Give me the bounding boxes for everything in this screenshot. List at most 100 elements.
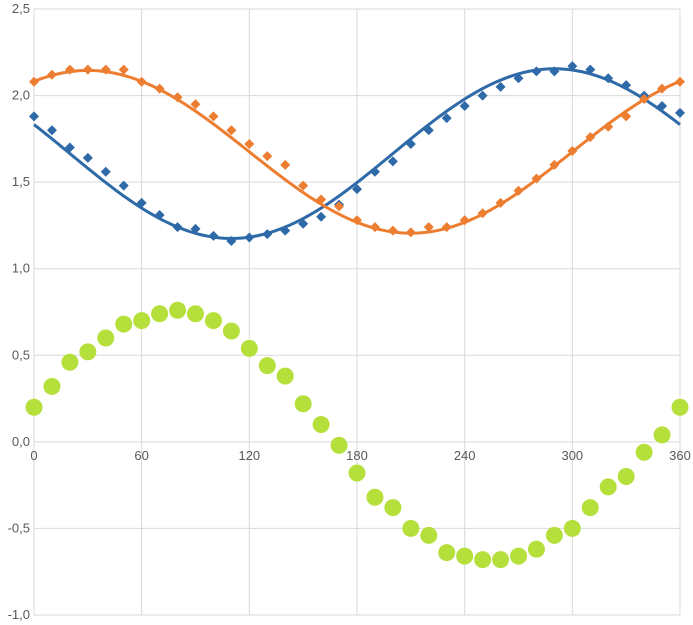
series-3-point [115, 315, 133, 333]
series-1-point [549, 66, 560, 77]
y-tick-label: -1,0 [8, 607, 30, 622]
series-1-point [136, 197, 147, 208]
y-tick-label: 2,0 [12, 88, 30, 103]
series-2-point [172, 92, 183, 103]
gridlines [33, 8, 681, 616]
x-tick-label: 240 [454, 448, 476, 463]
series-3-point [420, 526, 438, 544]
series-1-point [262, 229, 273, 240]
series-1-point [387, 156, 398, 167]
series-1-point [603, 73, 614, 84]
series-3-point [635, 443, 653, 461]
y-tick-label: 2,5 [12, 1, 30, 16]
series-3-point [151, 305, 169, 323]
series-2-point [621, 111, 632, 122]
series-2-point [118, 64, 129, 75]
series-2-point [441, 222, 452, 233]
series-1-point [477, 90, 488, 101]
series-3-point [204, 312, 222, 330]
series-3-point [527, 540, 545, 558]
series-2-point [64, 64, 75, 75]
series-2-point [603, 121, 614, 132]
series-2-point [298, 180, 309, 191]
y-tick-label: -0,5 [8, 520, 30, 535]
series-3-point [438, 544, 456, 562]
series-3-point [187, 305, 204, 323]
series-3-point [222, 322, 240, 340]
series-2-point [477, 208, 488, 219]
series-3-point [61, 353, 79, 371]
series-3-point [276, 367, 294, 385]
series-2-point [585, 132, 596, 143]
series-2-point [244, 139, 255, 150]
series-2-point [29, 76, 39, 87]
series-1-point [226, 236, 237, 247]
x-tick-label: 360 [669, 448, 691, 463]
series-1-point [118, 180, 129, 191]
series-1-point [459, 100, 470, 111]
series-1-point [46, 125, 57, 136]
series-3-point [456, 547, 474, 565]
series-1-point [298, 218, 309, 229]
x-tick-label: 0 [30, 448, 37, 463]
series-1-point [495, 81, 506, 92]
series-3-point [348, 464, 366, 482]
series-1-point [208, 230, 219, 241]
series-3-point [294, 395, 312, 413]
series-2-point [100, 64, 111, 75]
series-3-point [43, 377, 61, 395]
series-2-point [262, 151, 273, 162]
x-tick-label: 60 [134, 448, 148, 463]
series-3-point [133, 312, 151, 330]
series-1-point [675, 107, 685, 118]
series-2-point [208, 111, 219, 122]
series-1-point [567, 61, 578, 72]
series-2-point [549, 159, 560, 170]
series-1-point [190, 223, 201, 234]
series-3-point [545, 526, 563, 544]
series-2-point [352, 215, 362, 226]
series-1-point [369, 166, 380, 177]
series-1-point [441, 113, 452, 124]
series-3-point [79, 343, 97, 361]
series-1-point [82, 152, 93, 163]
y-tick-label: 1,5 [12, 174, 30, 189]
y-tick-label: 0,5 [12, 347, 30, 362]
series-1-point [405, 139, 416, 150]
series-3-point [563, 519, 581, 537]
series-2-point [495, 197, 506, 208]
y-tick-label: 1,0 [12, 261, 30, 276]
series-3-point [510, 547, 527, 565]
series-3-point [384, 499, 402, 517]
series-1-point [154, 210, 165, 221]
series-1-point [316, 211, 327, 222]
x-tick-label: 300 [561, 448, 583, 463]
x-tick-label: 120 [238, 448, 260, 463]
series-1-point [423, 125, 434, 136]
series-2-point [423, 222, 434, 233]
series-2-point [567, 145, 578, 156]
series-3-point [474, 551, 492, 569]
series-2-point [639, 94, 650, 105]
series-2-point [459, 215, 470, 226]
series-3-point [599, 478, 617, 496]
series-2-point [531, 173, 542, 184]
series-1-point [64, 142, 75, 153]
series-2-point [334, 201, 345, 212]
series-3-point [617, 467, 635, 485]
series-2-point [280, 159, 291, 170]
tick-labels: -1,0 -0,5 0,0 0,5 1,0 1,5 2,0 2,5 0 60 120 180 240 30… [8, 1, 691, 622]
series-2-point [657, 83, 668, 94]
series-3-point [330, 436, 348, 454]
series-1-point [352, 184, 362, 195]
x-tick-label: 180 [346, 448, 368, 463]
series-1-point [29, 111, 39, 122]
series-3-point [25, 398, 43, 416]
series-2-point [226, 125, 237, 136]
series-1-point [280, 225, 291, 236]
series-1-point [100, 166, 111, 177]
series-3-point [671, 398, 689, 416]
series-3-point [581, 499, 599, 517]
series-1-point [621, 80, 632, 91]
series-3-point [97, 329, 115, 347]
